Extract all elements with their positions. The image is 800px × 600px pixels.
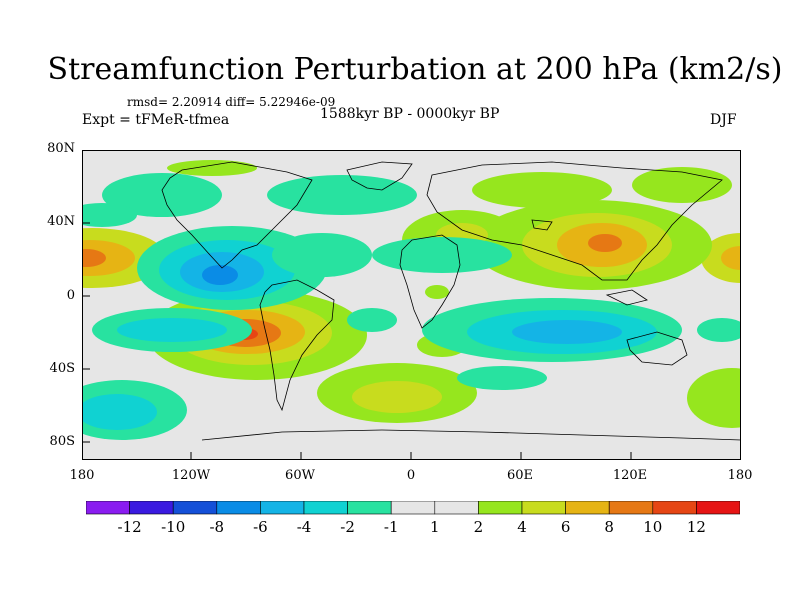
lon-label-60e: 60E — [506, 468, 534, 483]
colorbar-tick-label: -1 — [383, 518, 399, 536]
colorbar-tick-label: 10 — [643, 518, 663, 536]
colorbar-swatch — [86, 501, 130, 515]
colorbar-swatch — [521, 501, 566, 515]
lat-label-80s: 80S — [49, 434, 75, 449]
colorbar-tick-label: -4 — [296, 518, 312, 536]
experiment-label: Expt = tFMeR-tfmea — [82, 112, 230, 128]
plot-title: Streamfunction Perturbation at 200 hPa (… — [47, 52, 783, 87]
map-frame — [82, 150, 741, 460]
ticks — [82, 150, 632, 460]
colorbar-tick-label: -6 — [253, 518, 268, 536]
colorbar-tick-label: -10 — [161, 518, 186, 536]
colorbar-tick-label: -12 — [117, 518, 142, 536]
colorbar-swatch — [652, 501, 697, 515]
coastlines — [161, 161, 741, 441]
colorbar-swatch — [696, 501, 740, 515]
lon-label-60w: 60W — [285, 468, 315, 483]
colorbar-tick-label: 1 — [430, 518, 440, 536]
negative-anomalies — [82, 173, 741, 440]
colorbar-tick-label: -2 — [340, 518, 355, 536]
colorbar-swatch — [565, 501, 610, 515]
colorbar-swatch — [216, 501, 261, 515]
stats-text: rmsd= 2.20914 diff= 5.22946e-09 — [127, 95, 336, 109]
colorbar-tick-label: -8 — [209, 518, 225, 536]
lon-label-180e: 180 — [727, 468, 753, 483]
lon-label-0: 0 — [406, 468, 416, 483]
colorbar-swatch — [260, 501, 305, 515]
lon-label-180w: 180 — [69, 468, 95, 483]
colorbar-tick-label: 12 — [686, 518, 706, 536]
colorbar-swatch — [478, 501, 523, 515]
colorbar-swatch — [172, 501, 218, 515]
colorbar-swatch — [347, 501, 392, 515]
lon-label-120e: 120E — [612, 468, 648, 483]
season-label: DJF — [710, 112, 737, 128]
colorbar — [86, 501, 740, 515]
colorbar-tick-label: 4 — [517, 518, 527, 536]
colorbar-swatch — [390, 501, 436, 515]
lat-label-0: 0 — [66, 288, 75, 303]
lat-label-80n: 80N — [47, 141, 75, 156]
colorbar-swatch — [303, 501, 348, 515]
period-label: 1588kyr BP - 0000kyr BP — [320, 106, 500, 122]
streamfunction-map — [82, 150, 741, 460]
colorbar-tick-label: 6 — [560, 518, 571, 536]
colorbar-swatch — [434, 501, 479, 515]
colorbar-tick-label: 2 — [473, 518, 484, 536]
lon-label-120w: 120W — [171, 468, 211, 483]
colorbar-tick-label: 8 — [604, 518, 614, 536]
colorbar-swatch — [129, 501, 174, 515]
colorbar-swatch — [608, 501, 654, 515]
lat-label-40s: 40S — [49, 361, 75, 376]
lat-label-40n: 40N — [47, 214, 75, 229]
